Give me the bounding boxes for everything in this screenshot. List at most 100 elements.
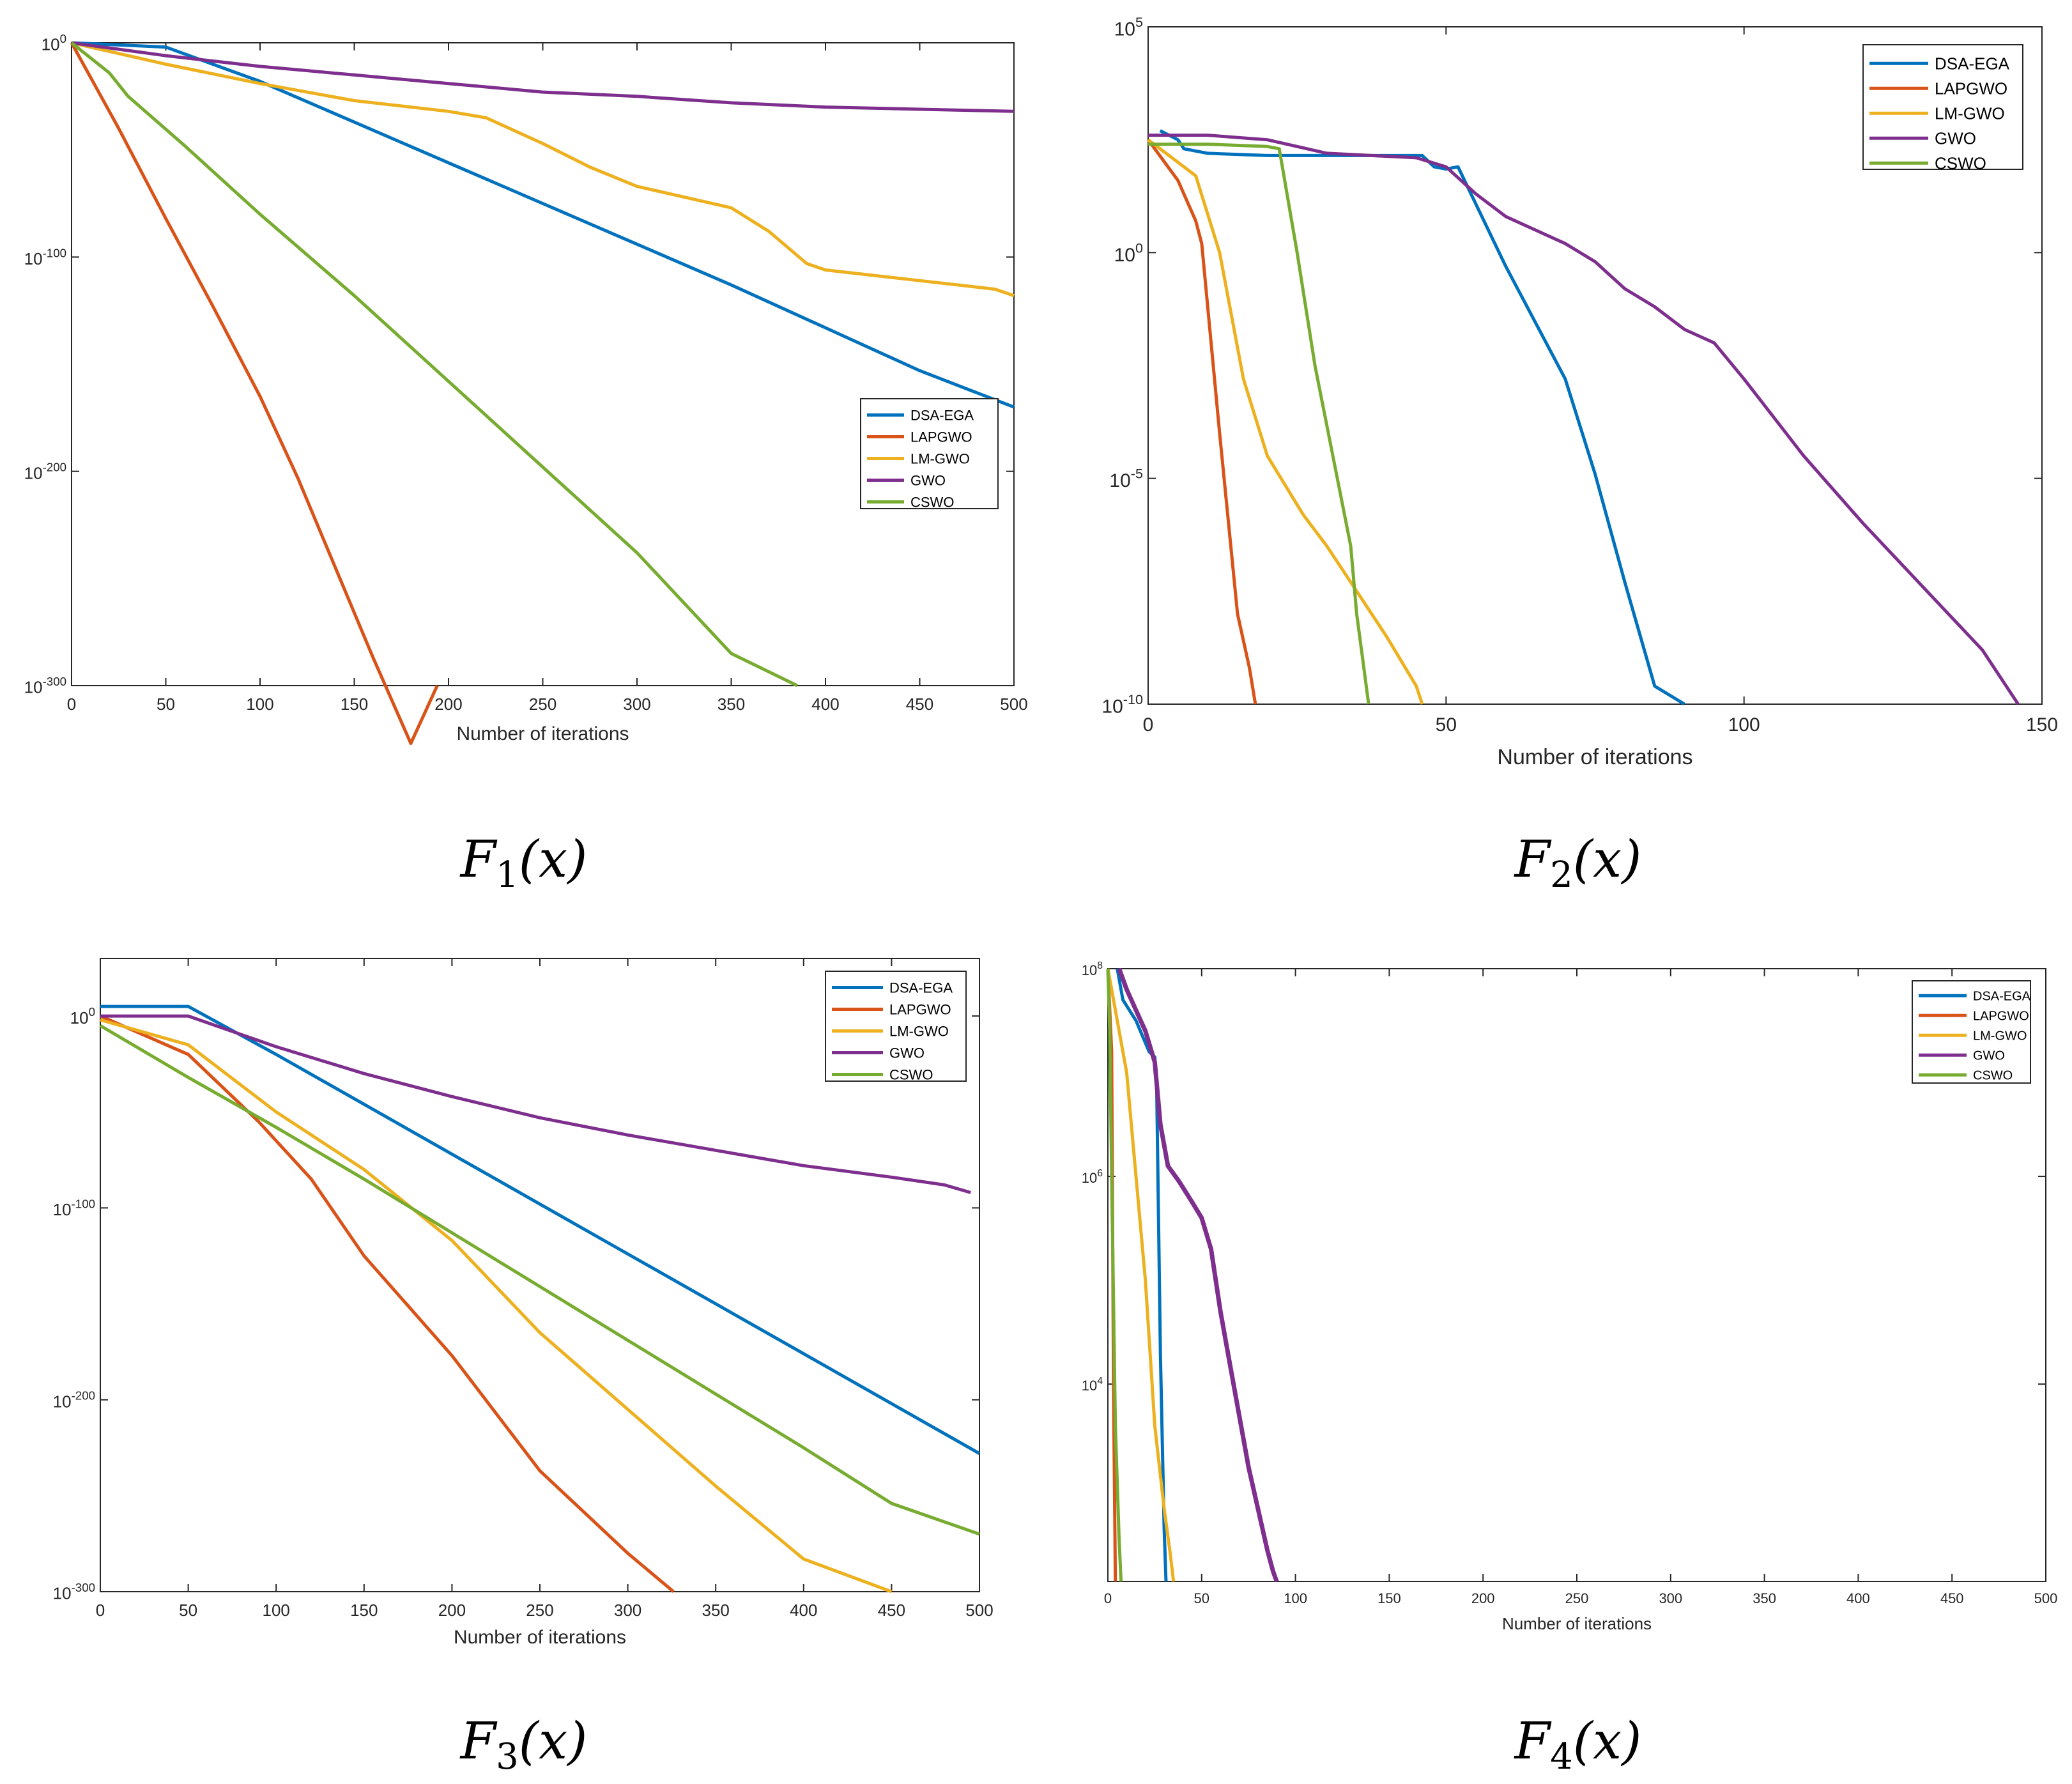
x-tick-label: 50 [1194,1590,1209,1606]
x-tick-label: 100 [263,1601,290,1620]
x-tick-label: 150 [2026,714,2058,735]
x-tick-label: 0 [67,695,76,714]
series-line-lm-gwo [100,1018,893,1594]
legend-label: GWO [1973,1049,2005,1063]
legend-label: CSWO [1973,1068,2013,1082]
legend-label: LAPGWO [889,1001,951,1017]
x-tick-label: 300 [623,695,650,714]
x-tick-label: 150 [350,1601,378,1620]
legend-box-F4 [1912,980,2031,1084]
legend-label: LAPGWO [1935,79,2007,98]
legend-label: GWO [910,472,946,488]
x-tick-label: 150 [341,695,368,714]
legend-label: DSA-EGA [1973,989,2031,1003]
legend-label: DSA-EGA [910,407,974,423]
x-tick-label: 100 [1728,714,1760,735]
x-tick-label: 500 [1000,695,1027,714]
chart-F1: 0 50 100 150 200 250 300 350 400 450 500 100 10-100 1… [24,32,1028,896]
x-tick-label: 50 [1436,714,1457,735]
chart-F4: 0 50 100 150 200 250 300 350 400 450 500 108 106 104 D… [1082,960,2058,1778]
x-tick-label: 200 [434,695,462,714]
x-tick-label: 350 [718,695,745,714]
x-tick-label: 400 [811,695,839,714]
x-tick-label: 350 [702,1601,730,1620]
y-tick-label: 106 [1082,1168,1103,1186]
legend-label: GWO [889,1045,925,1061]
chart-F3: 0 50 100 150 200 250 300 350 400 450 500 100 10-100 1… [53,958,994,1778]
x-tick-label: 400 [1846,1590,1870,1606]
series-line-cswo [70,42,798,688]
series-line-dsa-ega [100,1004,981,1455]
legend-label: LAPGWO [910,429,972,445]
series-line-lapgwo [1146,139,1257,705]
chart-caption: F4(x) [1514,1711,1642,1778]
plot-area-F1 [71,42,1015,686]
y-tick-label: 100 [1114,240,1143,266]
y-tick-label: 10-100 [53,1197,95,1219]
legend-box-F2 [1862,44,2023,170]
x-tick-label: 250 [1565,1590,1589,1606]
series-line-lm-gwo [71,41,1015,298]
x-tick-label: 350 [1753,1590,1776,1606]
x-tick-label: 200 [438,1601,466,1620]
plot-area-F4 [1107,968,2046,1582]
legend-label: DSA-EGA [1935,54,2010,73]
x-tick-label: 400 [790,1601,817,1620]
x-tick-label: 300 [614,1601,641,1620]
x-tick-label: 200 [1471,1590,1495,1606]
legend-label: LM-GWO [910,450,970,466]
series-line-cswo [1106,968,1123,1582]
series-line-lapgwo [70,42,439,745]
series-line-lm-gwo [1106,968,1176,1582]
legend-label: LM-GWO [889,1023,949,1039]
y-tick-label: 10-100 [24,246,66,268]
y-tick-label: 105 [1114,14,1143,40]
y-tick-label: 10-10 [1101,691,1143,718]
x-tick-label: 250 [529,695,556,714]
y-tick-label: 10-300 [24,675,66,697]
x-tick-label: 450 [1940,1590,1964,1606]
x-tick-label: 500 [965,1601,993,1620]
x-tick-label: 500 [2034,1590,2058,1606]
series-line-dsa-ega [71,41,1015,409]
chart-F2: 0 50 100 150 105 100 10-5 10-10 DSA-EGA LAPGWO LM-… [1101,14,2058,896]
series-line-gwo [71,41,1015,113]
x-axis-label: Number of iterations [1502,1614,1652,1633]
x-tick-label: 0 [1143,714,1154,735]
legend-label: LAPGWO [1973,1009,2029,1023]
series-line-gwo [1148,134,2020,705]
series-line-cswo [99,1024,980,1536]
x-axis-label: Number of iterations [454,1627,626,1648]
legend-label: CSWO [889,1066,933,1082]
legend-label: CSWO [1935,154,1986,173]
x-tick-label: 100 [246,695,273,714]
y-tick-label: 100 [70,1005,95,1027]
x-tick-label: 450 [878,1601,905,1620]
legend-label: DSA-EGA [889,980,953,996]
x-tick-label: 100 [1284,1590,1307,1606]
y-tick-label: 10-200 [53,1389,95,1411]
legend-label: LM-GWO [1935,104,2005,123]
series-line-gwo [100,1014,971,1194]
x-tick-label: 0 [1104,1590,1112,1606]
x-tick-label: 250 [526,1601,553,1620]
legend-box-F1 [860,398,999,509]
x-tick-label: 150 [1377,1590,1401,1606]
series-line-dsa-ega [1159,129,1685,706]
legend-label: CSWO [910,494,954,510]
y-tick-label: 10-200 [24,461,66,483]
y-tick-label: 10-5 [1109,466,1143,492]
x-tick-label: 50 [179,1601,197,1620]
y-tick-label: 104 [1082,1376,1103,1394]
chart-caption: F2(x) [1514,829,1642,896]
x-tick-label: 0 [96,1601,105,1620]
x-tick-label: 450 [906,695,933,714]
x-tick-label: 50 [157,695,175,714]
x-axis-label: Number of iterations [1497,745,1692,769]
y-tick-label: 100 [42,32,66,54]
y-tick-label: 108 [1082,960,1103,978]
series-line-lapgwo [99,1014,675,1593]
chart-caption: F1(x) [459,829,588,896]
series-line-cswo [1148,142,1370,705]
